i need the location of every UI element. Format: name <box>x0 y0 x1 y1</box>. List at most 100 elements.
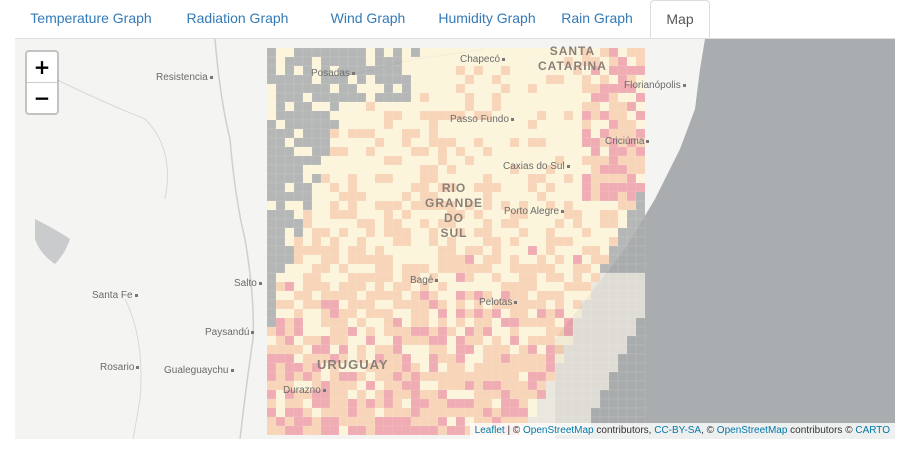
raster-cell <box>545 146 556 157</box>
raster-cell <box>347 299 358 310</box>
raster-cell <box>581 209 592 220</box>
raster-cell <box>347 254 358 265</box>
raster-cell <box>599 236 610 247</box>
raster-cell <box>284 182 295 193</box>
raster-cell <box>563 281 574 292</box>
raster-cell <box>293 407 304 418</box>
raster-cell <box>356 380 367 391</box>
raster-cell <box>302 317 313 328</box>
raster-cell <box>320 110 331 121</box>
raster-cell <box>599 200 610 211</box>
raster-cell <box>374 299 385 310</box>
raster-cell <box>563 173 574 184</box>
raster-cell <box>275 191 286 202</box>
raster-cell <box>338 425 349 436</box>
raster-cell <box>608 335 619 346</box>
raster-cell <box>464 65 475 76</box>
raster-cell <box>590 182 601 193</box>
tab-rain-graph[interactable]: Rain Graph <box>561 10 633 26</box>
raster-cell <box>320 281 331 292</box>
raster-cell <box>500 218 511 229</box>
raster-cell <box>446 308 457 319</box>
raster-cell <box>527 272 538 283</box>
raster-cell <box>437 65 448 76</box>
raster-cell <box>284 119 295 130</box>
raster-cell <box>518 326 529 337</box>
raster-cell <box>572 101 583 112</box>
raster-cell <box>563 110 574 121</box>
raster-cell <box>590 146 601 157</box>
leaflet-link[interactable]: Leaflet <box>474 425 505 436</box>
raster-cell <box>563 254 574 265</box>
raster-cell <box>347 290 358 301</box>
raster-cell <box>347 137 358 148</box>
raster-cell <box>401 155 412 166</box>
cc-by-sa-link[interactable]: CC-BY-SA <box>654 425 702 436</box>
raster-cell <box>428 290 439 301</box>
raster-cell <box>311 425 322 436</box>
raster-cell <box>527 74 538 85</box>
raster-cell <box>491 155 502 166</box>
raster-cell <box>293 182 304 193</box>
raster-cell <box>446 425 457 436</box>
raster-cell <box>338 290 349 301</box>
raster-cell <box>410 389 421 400</box>
raster-cell <box>509 398 520 409</box>
raster-cell <box>563 119 574 130</box>
tab-map[interactable]: Map <box>650 0 710 38</box>
raster-cell <box>446 371 457 382</box>
raster-cell <box>518 398 529 409</box>
raster-cell <box>500 254 511 265</box>
raster-cell <box>383 425 394 436</box>
raster-cell <box>302 218 313 229</box>
raster-cell <box>284 227 295 238</box>
raster-cell <box>428 65 439 76</box>
zoom-out-button[interactable]: − <box>33 86 51 110</box>
raster-cell <box>356 326 367 337</box>
raster-cell <box>482 92 493 103</box>
tab-wind-graph[interactable]: Wind Graph <box>330 10 406 26</box>
raster-cell <box>419 299 430 310</box>
raster-cell <box>545 101 556 112</box>
raster-cell <box>392 101 403 112</box>
raster-cell <box>581 290 592 301</box>
raster-cell <box>284 218 295 229</box>
raster-cell <box>617 281 628 292</box>
raster-cell <box>500 308 511 319</box>
raster-cell <box>419 407 430 418</box>
tab-humidity-graph[interactable]: Humidity Graph <box>438 10 536 26</box>
raster-cell <box>518 74 529 85</box>
raster-cell <box>356 398 367 409</box>
raster-cell <box>572 245 583 256</box>
carto-link[interactable]: CARTO <box>855 425 890 436</box>
raster-cell <box>509 236 520 247</box>
raster-cell <box>365 227 376 238</box>
raster-cell <box>266 92 277 103</box>
raster-cell <box>392 110 403 121</box>
raster-cell <box>365 263 376 274</box>
raster-cell <box>338 407 349 418</box>
raster-cell <box>320 416 331 427</box>
osm-link-2[interactable]: OpenStreetMap <box>716 425 788 436</box>
map-container[interactable]: Resistencia Posadas Chapecó Florianópoli… <box>15 39 895 439</box>
raster-cell <box>518 389 529 400</box>
raster-cell <box>590 290 601 301</box>
raster-cell <box>464 164 475 175</box>
raster-cell <box>356 101 367 112</box>
osm-link[interactable]: OpenStreetMap <box>523 425 594 436</box>
tab-radiation-graph[interactable]: Radiation Graph <box>186 10 289 26</box>
raster-cell <box>437 344 448 355</box>
raster-cell <box>446 362 457 373</box>
zoom-in-button[interactable]: + <box>27 52 57 83</box>
raster-cell <box>320 146 331 157</box>
raster-cell <box>428 308 439 319</box>
raster-cell <box>527 389 538 400</box>
tab-temperature-graph[interactable]: Temperature Graph <box>30 10 152 26</box>
raster-cell <box>320 272 331 283</box>
raster-cell <box>293 398 304 409</box>
raster-cell <box>626 182 637 193</box>
raster-cell <box>581 272 592 283</box>
raster-cell <box>581 317 592 328</box>
raster-cell <box>275 83 286 94</box>
raster-cell <box>356 191 367 202</box>
